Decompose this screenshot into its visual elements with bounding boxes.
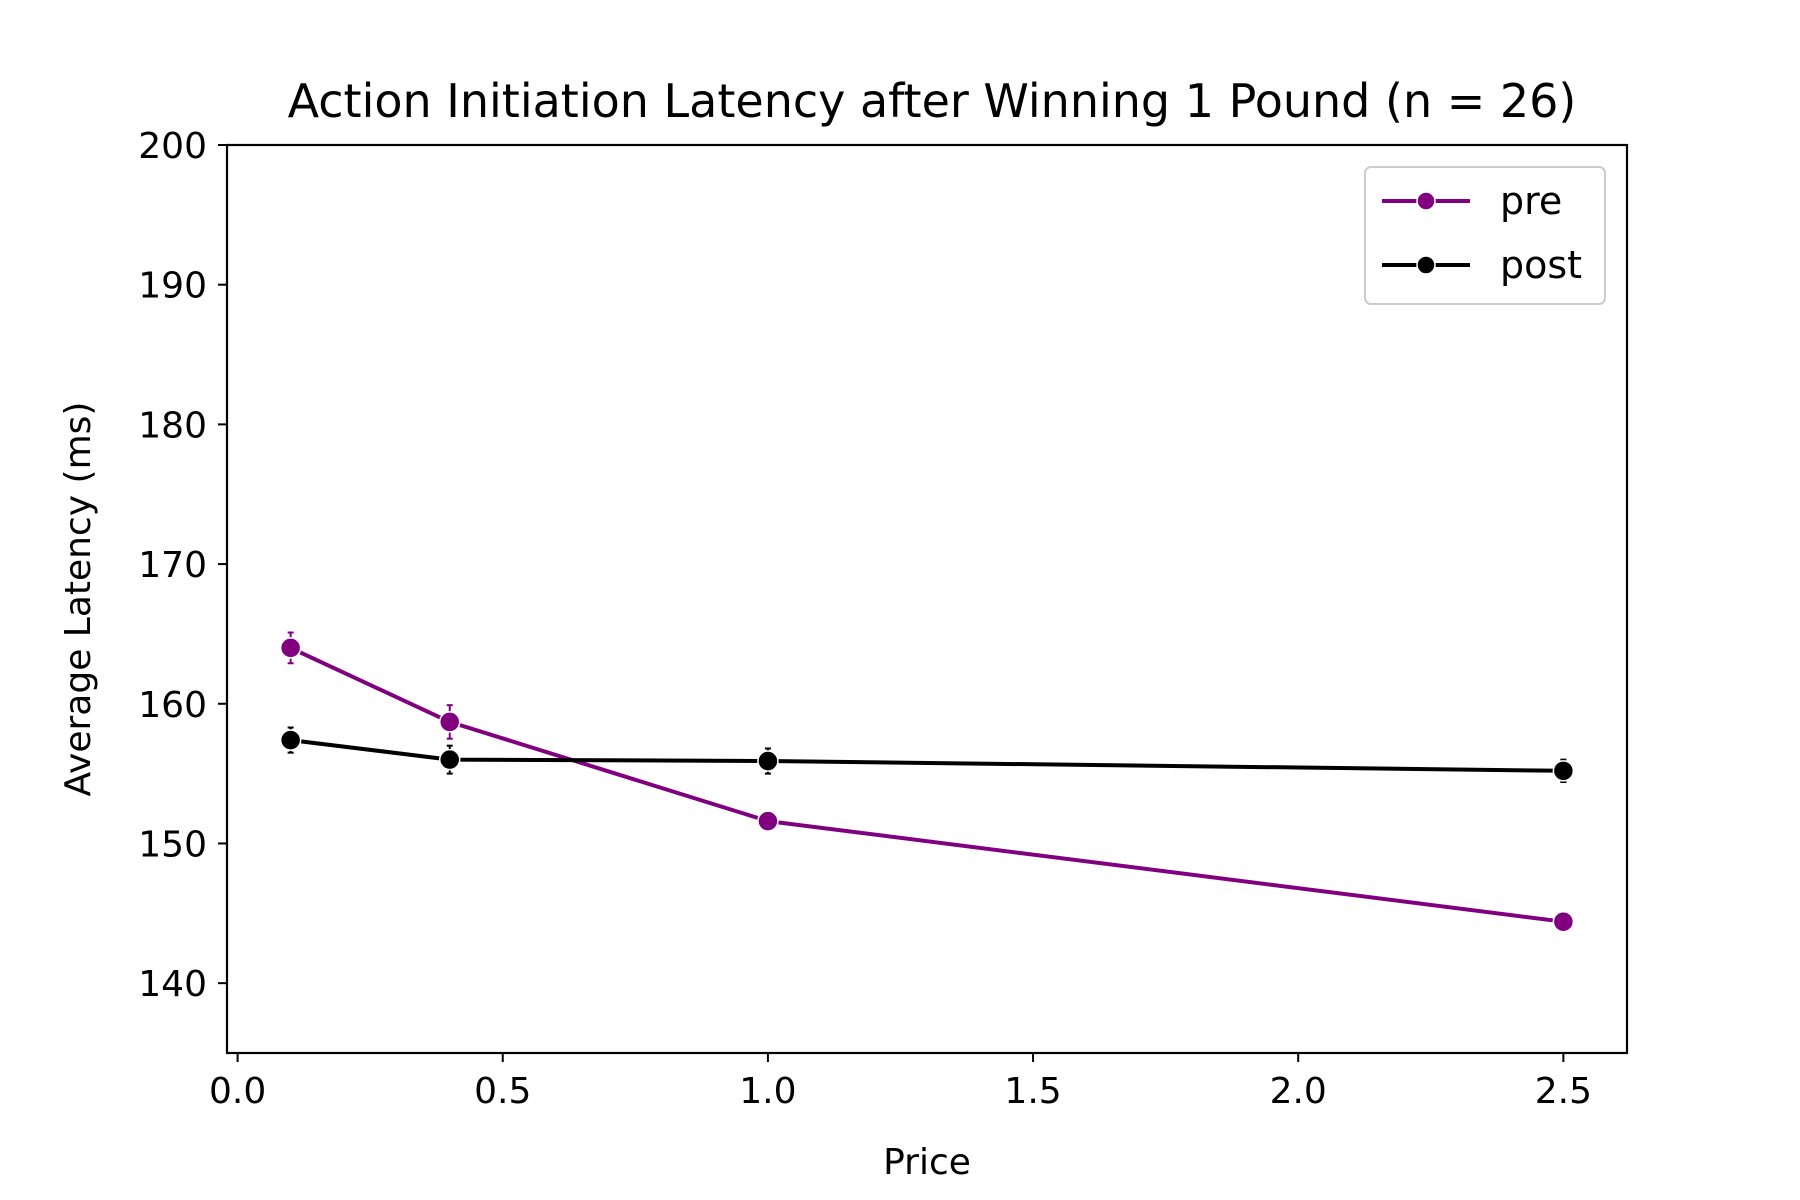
data-point-post [438, 748, 461, 771]
x-tick-label: 1.5 [1004, 1071, 1061, 1112]
y-tick-label: 160 [138, 685, 207, 726]
legend-item-post: post [1382, 243, 1582, 287]
data-point-pre [279, 637, 302, 659]
plot-area [279, 631, 1575, 933]
y-axis: 140 150 160 170 180 190 200 [138, 126, 227, 1005]
y-tick-label: 170 [138, 545, 207, 586]
data-point-post [279, 729, 302, 751]
legend-label-pre: pre [1500, 179, 1562, 223]
legend: pre post [1364, 166, 1606, 305]
legend-swatch-post-marker [1416, 255, 1436, 275]
data-point-pre [438, 711, 461, 733]
legend-label-post: post [1500, 243, 1582, 287]
x-tick-label: 1.0 [739, 1071, 796, 1112]
data-point-pre [1552, 910, 1575, 933]
x-tick-label: 0.5 [474, 1071, 531, 1112]
x-tick-label: 2.0 [1270, 1071, 1327, 1112]
y-tick-label: 200 [138, 126, 207, 167]
x-axis-label: Price [883, 1142, 971, 1183]
series-pre [279, 631, 1575, 933]
data-point-post [1552, 760, 1575, 782]
chart-title: Action Initiation Latency after Winning … [288, 74, 1577, 128]
y-tick-label: 150 [138, 824, 207, 865]
plot-frame [225, 143, 1629, 1055]
x-axis: 0.0 0.5 1.0 1.5 2.0 2.5 [209, 1053, 1592, 1112]
series-line-pre [289, 646, 1564, 924]
data-point-post [757, 750, 779, 772]
series-post [279, 726, 1575, 783]
x-tick-label: 2.5 [1535, 1071, 1592, 1112]
y-tick-label: 180 [138, 405, 207, 446]
series-line-post [290, 738, 1564, 773]
y-tick-label: 140 [138, 964, 207, 1005]
x-tick-label: 0.0 [209, 1071, 266, 1112]
legend-swatch-pre-marker [1416, 191, 1436, 211]
legend-item-pre: pre [1382, 179, 1562, 223]
data-point-pre [757, 810, 779, 832]
y-axis-label: Average Latency (ms) [58, 402, 99, 797]
y-tick-label: 190 [138, 266, 207, 307]
